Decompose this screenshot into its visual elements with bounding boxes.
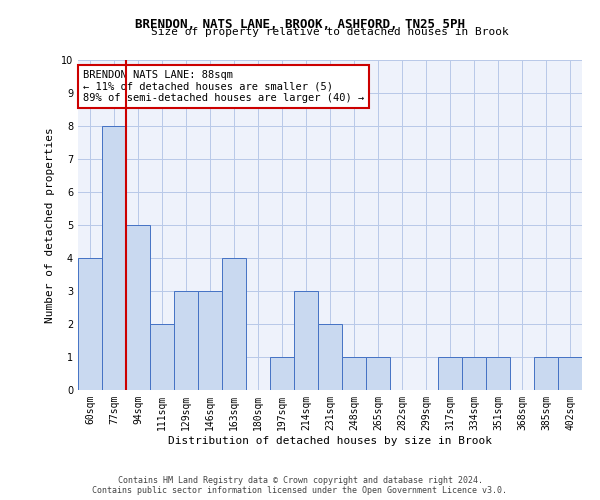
Bar: [102, 126, 126, 390]
Bar: [174, 291, 198, 390]
Bar: [294, 291, 318, 390]
Y-axis label: Number of detached properties: Number of detached properties: [46, 127, 55, 323]
Bar: [558, 357, 582, 390]
Bar: [366, 357, 390, 390]
Bar: [486, 357, 510, 390]
Bar: [318, 324, 342, 390]
Bar: [342, 357, 366, 390]
Bar: [150, 324, 174, 390]
Bar: [126, 225, 150, 390]
Text: BRENDON, NATS LANE, BROOK, ASHFORD, TN25 5PH: BRENDON, NATS LANE, BROOK, ASHFORD, TN25…: [135, 18, 465, 30]
Text: Contains HM Land Registry data © Crown copyright and database right 2024.
Contai: Contains HM Land Registry data © Crown c…: [92, 476, 508, 495]
Bar: [222, 258, 246, 390]
Bar: [438, 357, 462, 390]
X-axis label: Distribution of detached houses by size in Brook: Distribution of detached houses by size …: [168, 436, 492, 446]
Bar: [78, 258, 102, 390]
Bar: [270, 357, 294, 390]
Bar: [534, 357, 558, 390]
Text: BRENDON NATS LANE: 88sqm
← 11% of detached houses are smaller (5)
89% of semi-de: BRENDON NATS LANE: 88sqm ← 11% of detach…: [83, 70, 364, 103]
Bar: [198, 291, 222, 390]
Title: Size of property relative to detached houses in Brook: Size of property relative to detached ho…: [151, 27, 509, 37]
Bar: [462, 357, 486, 390]
